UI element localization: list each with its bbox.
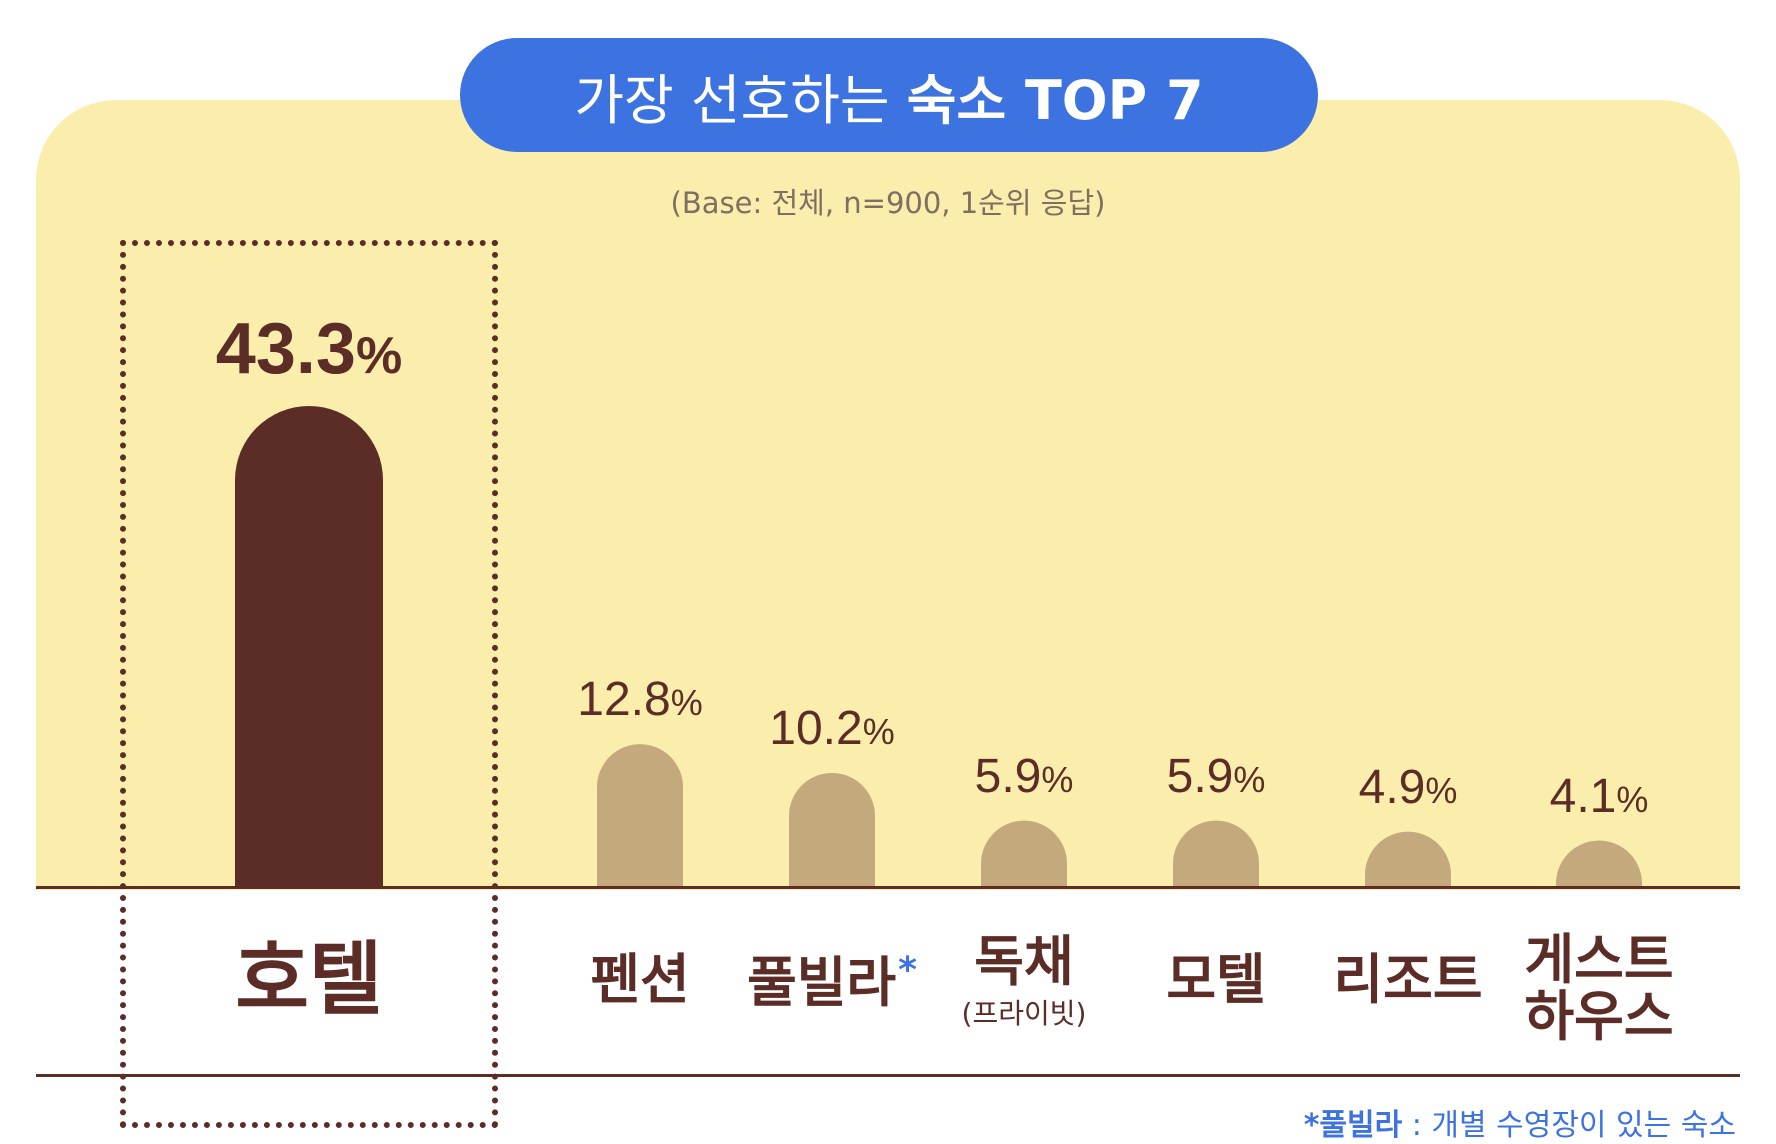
bar-1: [235, 406, 383, 886]
chart-title-regular: 가장 선호하는: [574, 68, 890, 132]
value-label-1: 43.3%: [215, 309, 403, 389]
footnote-term: *풀빌라: [1303, 1108, 1403, 1143]
footnote: *풀빌라 : 개별 수영장이 있는 숙소: [1304, 1100, 1736, 1144]
bar-5: [1173, 820, 1259, 886]
value-label-4: 5.9%: [974, 749, 1074, 803]
value-label-7: 4.1%: [1549, 769, 1649, 823]
category-label-2: 펜션: [590, 948, 690, 1011]
chart-title: 가장 선호하는 숙소 TOP 7: [460, 38, 1318, 152]
category-label-4: 독채 (프라이빗): [961, 930, 1087, 1030]
bar-4: [981, 820, 1067, 886]
category-label-5: 모텔: [1166, 948, 1266, 1011]
bar-6: [1365, 831, 1451, 886]
footnote-text: : 개별 수영장이 있는 숙소: [1411, 1108, 1736, 1143]
category-label-3: 풀빌라*: [747, 950, 917, 1014]
value-label-5: 5.9%: [1166, 749, 1266, 803]
value-label-3: 10.2%: [769, 701, 895, 755]
chart-title-bold: 숙소 TOP 7: [906, 68, 1204, 132]
bar-2: [597, 744, 683, 886]
category-label-6: 리조트: [1333, 948, 1483, 1011]
bar-7: [1556, 840, 1642, 886]
chart-subtitle: (Base: 전체, n=900, 1순위 응답): [670, 186, 1106, 220]
category-label-7: 게스트 하우스: [1524, 928, 1674, 1048]
value-label-2: 12.8%: [577, 673, 703, 727]
value-label-6: 4.9%: [1358, 760, 1458, 814]
category-label-1: 호텔: [235, 933, 383, 1026]
label-row-bottom-line: [36, 1074, 1740, 1077]
bar-3: [789, 772, 875, 886]
chart-baseline: [36, 886, 1740, 889]
top-item-highlight-frame: [120, 240, 498, 1128]
